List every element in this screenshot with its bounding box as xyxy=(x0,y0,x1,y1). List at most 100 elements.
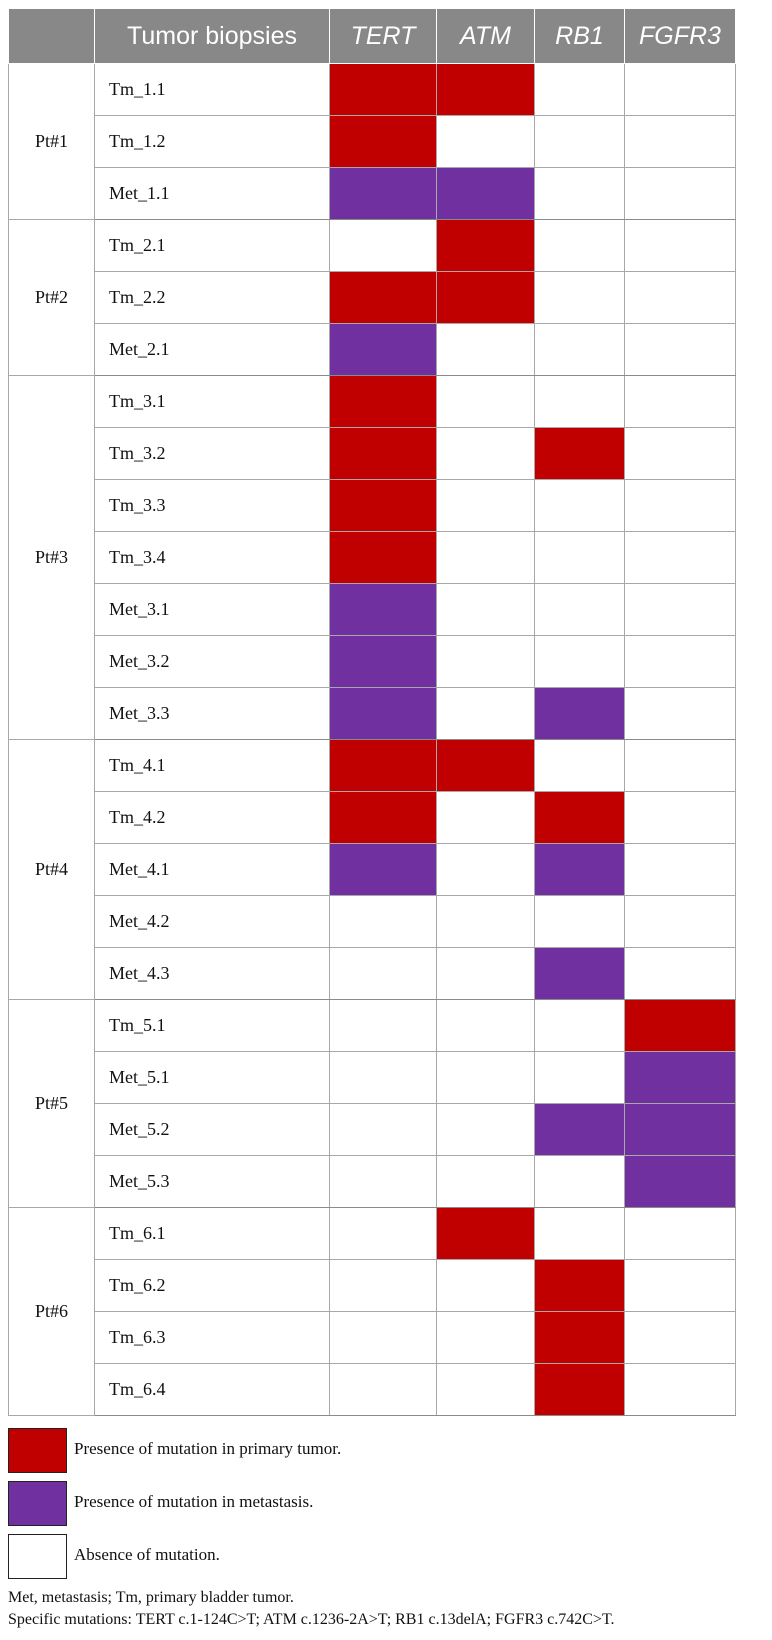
legend-swatch-primary xyxy=(8,1428,67,1473)
mutation-cell-atm xyxy=(436,271,535,324)
mutation-cell-tert xyxy=(329,1207,437,1260)
biopsy-cell: Tm_4.2 xyxy=(94,791,330,844)
mutation-cell-tert xyxy=(329,687,437,740)
mutation-cell-tert xyxy=(329,1311,437,1364)
mutation-cell-rb1 xyxy=(534,1259,625,1312)
legend-label-absent: Absence of mutation. xyxy=(74,1545,220,1564)
mutation-cell-tert xyxy=(329,1051,437,1104)
mutation-cell-atm xyxy=(436,895,535,948)
legend-swatch-metastasis xyxy=(8,1481,67,1526)
mutation-cell-fgfr3 xyxy=(624,271,736,324)
mutation-cell-tert xyxy=(329,583,437,636)
table-row: Met_4.3 xyxy=(9,947,736,1000)
mutation-cell-fgfr3 xyxy=(624,1311,736,1364)
patient-cell: Pt#2 xyxy=(8,219,95,376)
footnote-abbreviations: Met, metastasis; Tm, primary bladder tum… xyxy=(8,1589,294,1606)
mutation-cell-fgfr3 xyxy=(624,739,736,792)
table-row: Tm_6.3 xyxy=(9,1311,736,1364)
table-row: Pt#2 Tm_2.1 xyxy=(8,219,736,376)
mutation-cell-rb1 xyxy=(534,1311,625,1364)
mutation-cell-rb1 xyxy=(534,271,625,324)
biopsy-cell: Tm_1.2 xyxy=(94,115,330,168)
mutation-cell-atm xyxy=(436,1103,535,1156)
mutation-cell-tert xyxy=(329,323,437,376)
mutation-cell-fgfr3 xyxy=(624,947,736,1000)
mutation-cell-atm xyxy=(436,375,535,428)
table-row: Met_3.3 xyxy=(9,687,736,740)
biopsy-cell: Tm_5.1 xyxy=(94,999,330,1052)
mutation-cell-rb1 xyxy=(534,375,625,428)
mutation-cell-fgfr3 xyxy=(624,843,736,896)
table-row: Met_5.2 xyxy=(9,1103,736,1156)
biopsy-cell: Met_2.1 xyxy=(94,323,330,376)
mutation-cell-tert xyxy=(329,219,437,272)
header-gene-fgfr3: FGFR3 xyxy=(624,8,736,64)
biopsy-cell: Met_5.2 xyxy=(94,1103,330,1156)
table-row: Pt#3 Tm_3.1 xyxy=(8,375,736,740)
table-row: Met_4.1 xyxy=(9,843,736,896)
mutation-cell-tert xyxy=(329,1363,437,1416)
mutation-cell-tert xyxy=(329,739,437,792)
mutation-cell-tert xyxy=(329,63,437,116)
biopsy-cell: Met_3.2 xyxy=(94,635,330,688)
mutation-cell-fgfr3 xyxy=(624,375,736,428)
mutation-cell-fgfr3 xyxy=(624,115,736,168)
header-tumor-biopsies: Tumor biopsies xyxy=(94,8,330,64)
mutation-cell-atm xyxy=(436,1051,535,1104)
mutation-cell-tert xyxy=(329,1103,437,1156)
mutation-cell-atm xyxy=(436,583,535,636)
biopsy-cell: Tm_1.1 xyxy=(94,63,330,116)
biopsy-cell: Met_4.1 xyxy=(94,843,330,896)
mutation-cell-fgfr3 xyxy=(624,63,736,116)
table-row: Tm_6.2 xyxy=(9,1259,736,1312)
mutation-cell-tert xyxy=(329,791,437,844)
mutation-cell-rb1 xyxy=(534,531,625,584)
biopsy-cell: Tm_6.4 xyxy=(94,1363,330,1416)
legend-swatch-absent xyxy=(8,1534,67,1579)
biopsy-cell: Tm_6.3 xyxy=(94,1311,330,1364)
mutation-cell-atm xyxy=(436,1311,535,1364)
biopsy-cell: Met_3.1 xyxy=(94,583,330,636)
mutation-cell-rb1 xyxy=(534,1363,625,1416)
patient-cell: Pt#5 xyxy=(8,999,95,1208)
mutation-cell-tert xyxy=(329,999,437,1052)
header-gene-atm: ATM xyxy=(436,8,535,64)
mutation-cell-rb1 xyxy=(534,791,625,844)
mutation-cell-atm xyxy=(436,63,535,116)
mutation-cell-atm xyxy=(436,1155,535,1208)
biopsy-cell: Met_4.2 xyxy=(94,895,330,948)
mutation-cell-tert xyxy=(329,947,437,1000)
mutation-cell-rb1 xyxy=(534,1051,625,1104)
mutation-cell-tert xyxy=(329,115,437,168)
footnotes: Met, metastasis; Tm, primary bladder tum… xyxy=(8,1587,615,1631)
mutation-cell-fgfr3 xyxy=(624,1051,736,1104)
mutation-cell-fgfr3 xyxy=(624,427,736,480)
biopsy-cell: Met_5.1 xyxy=(94,1051,330,1104)
biopsy-cell: Tm_3.1 xyxy=(94,375,330,428)
mutation-cell-fgfr3 xyxy=(624,167,736,220)
biopsy-cell: Met_5.3 xyxy=(94,1155,330,1208)
mutation-cell-atm xyxy=(436,1259,535,1312)
mutation-cell-rb1 xyxy=(534,219,625,272)
mutation-cell-rb1 xyxy=(534,895,625,948)
biopsy-cell: Tm_3.3 xyxy=(94,479,330,532)
mutation-cell-fgfr3 xyxy=(624,687,736,740)
mutation-cell-fgfr3 xyxy=(624,635,736,688)
mutation-cell-tert xyxy=(329,1259,437,1312)
mutation-cell-rb1 xyxy=(534,739,625,792)
mutation-cell-rb1 xyxy=(534,167,625,220)
biopsy-cell: Met_3.3 xyxy=(94,687,330,740)
biopsy-cell: Met_4.3 xyxy=(94,947,330,1000)
mutation-cell-fgfr3 xyxy=(624,1207,736,1260)
mutation-cell-tert xyxy=(329,479,437,532)
table-row: Pt#6 Tm_6.1 xyxy=(8,1207,736,1416)
mutation-cell-atm xyxy=(436,739,535,792)
mutation-cell-atm xyxy=(436,115,535,168)
table-row: Met_5.3 xyxy=(9,1155,736,1208)
mutation-cell-atm xyxy=(436,635,535,688)
mutation-cell-rb1 xyxy=(534,1103,625,1156)
mutation-cell-atm xyxy=(436,843,535,896)
mutation-cell-rb1 xyxy=(534,583,625,636)
table-row: Tm_3.4 xyxy=(9,531,736,584)
mutation-cell-rb1 xyxy=(534,1155,625,1208)
